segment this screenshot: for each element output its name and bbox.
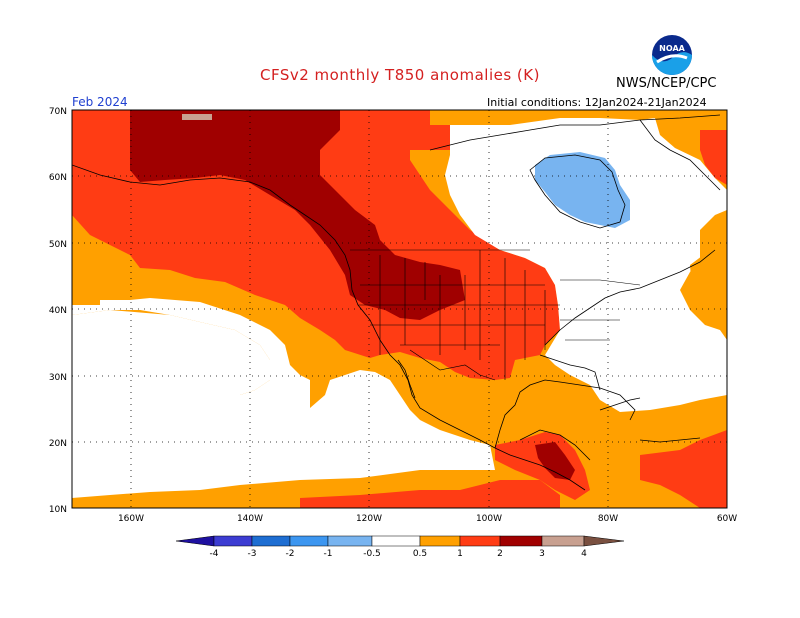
lon-label: 60W [717, 514, 737, 524]
colorbar-label: 0.5 [413, 549, 427, 559]
colorbar-swatch [175, 535, 215, 547]
colorbar-swatch [583, 535, 625, 547]
forecast-month: Feb 2024 [72, 95, 128, 109]
colorbar-label: 1 [457, 549, 463, 559]
colorbar-swatch [541, 535, 585, 547]
lat-label: 40N [49, 306, 67, 316]
colorbar-swatch [499, 535, 543, 547]
field-red-newfoundland [700, 130, 727, 185]
map-title: CFSv2 monthly T850 anomalies (K) [260, 66, 540, 84]
colorbar: -4 -3 -2 -1 -0.5 0.5 1 2 3 4 [175, 535, 625, 559]
field-white-south-pacific [72, 310, 495, 498]
agency-label: NWS/NCEP/CPC [616, 76, 717, 91]
lat-label: 20N [49, 439, 67, 449]
field-darkred-alaska [130, 110, 465, 320]
colorbar-label: -1 [324, 549, 333, 559]
colorbar-swatch [251, 535, 291, 547]
noaa-logo-icon: NOAA [652, 35, 692, 75]
lon-label: 100W [476, 514, 502, 524]
lat-label: 50N [49, 240, 67, 250]
colorbar-label: -2 [286, 549, 295, 559]
field-white-east [445, 118, 727, 412]
colorbar-swatch [289, 535, 329, 547]
colorbar-label: 3 [539, 549, 545, 559]
lat-axis: 70N 60N 50N 40N 30N 20N 10N [49, 107, 67, 515]
colorbar-swatch [419, 535, 461, 547]
field-red-south [300, 480, 560, 508]
colorbar-label: -0.5 [363, 549, 381, 559]
field-red-pacific [200, 240, 340, 305]
field-white-pacific [72, 298, 310, 408]
logo-text: NOAA [659, 44, 685, 53]
colorbar-label: 2 [497, 549, 503, 559]
field-red-northeast [690, 245, 727, 330]
field-tan-patch [182, 114, 212, 120]
colorbar-label: -3 [248, 549, 257, 559]
political-borders [350, 249, 641, 381]
lat-label: 60N [49, 173, 67, 183]
lon-label: 120W [356, 514, 382, 524]
lon-label: 80W [598, 514, 618, 524]
lat-label: 30N [49, 373, 67, 383]
lat-label: 10N [49, 505, 67, 515]
colorbar-swatch [371, 535, 421, 547]
field-red-caribbean [640, 430, 727, 508]
colorbar-swatch [459, 535, 501, 547]
colorbar-label: 4 [581, 549, 587, 559]
anomaly-field [72, 110, 727, 508]
field-darkred-central-america [535, 442, 575, 480]
initial-conditions: Initial conditions: 12Jan2024-21Jan2024 [487, 96, 707, 109]
coastlines [72, 114, 721, 491]
lon-label: 140W [237, 514, 263, 524]
map-frame [71, 109, 728, 509]
colorbar-swatch [213, 535, 253, 547]
lon-label: 160W [118, 514, 144, 524]
graticule [72, 110, 727, 508]
lon-axis: 160W 140W 120W 100W 80W 60W [118, 514, 737, 524]
colorbar-swatch [327, 535, 373, 547]
lat-label: 70N [49, 107, 67, 117]
colorbar-label: -4 [210, 549, 219, 559]
field-lightblue-hudson [535, 152, 630, 228]
